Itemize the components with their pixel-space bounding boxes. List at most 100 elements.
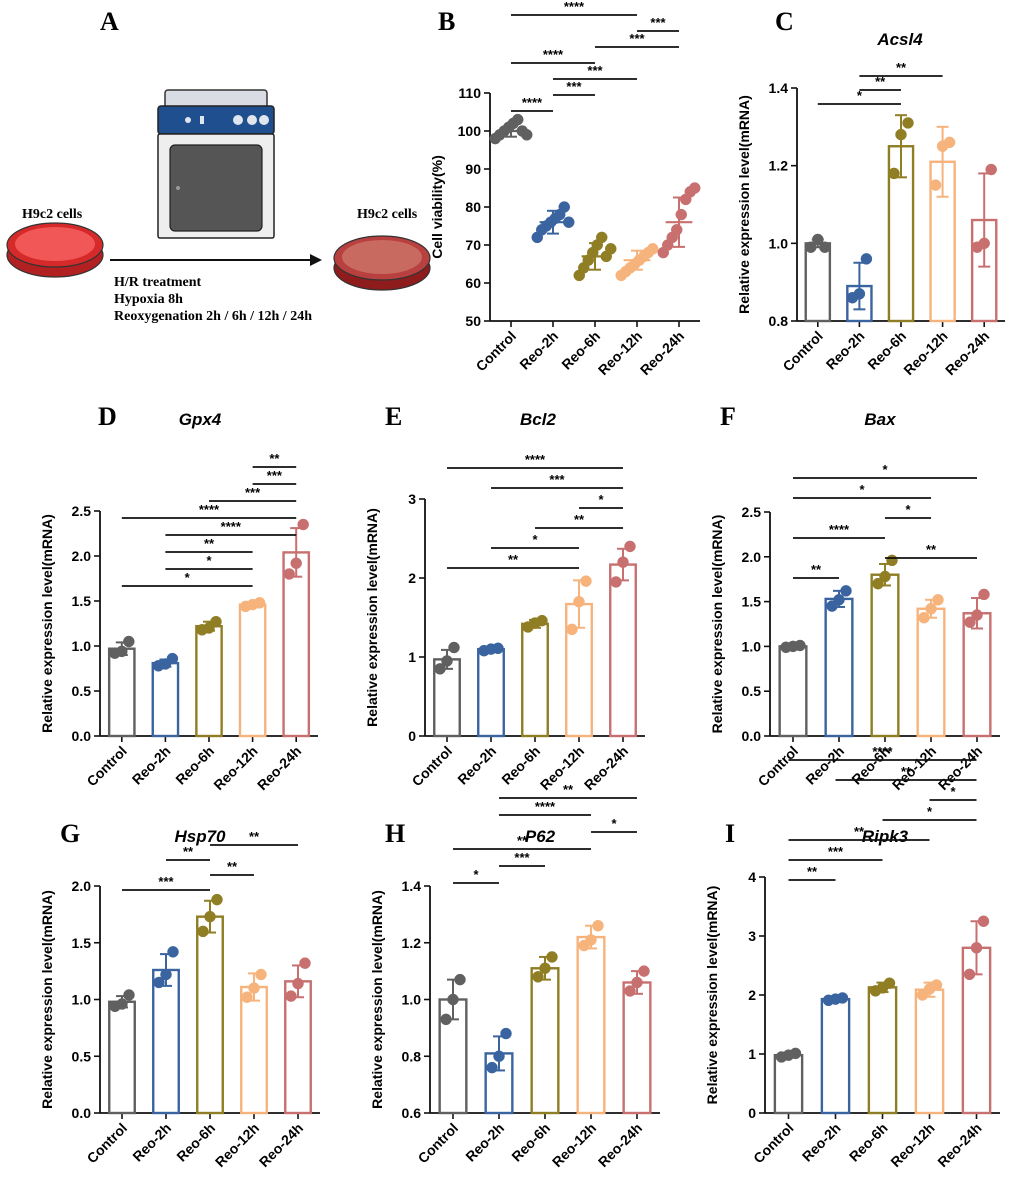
- data-point: [689, 182, 701, 194]
- bar: [824, 597, 854, 738]
- y-tick-label: 2.5: [72, 503, 92, 519]
- data-point: [585, 934, 597, 946]
- chart-title: Gpx4: [179, 410, 222, 429]
- significance-label: ***: [650, 15, 666, 30]
- data-point: [631, 976, 643, 989]
- chart-title: Bcl2: [520, 410, 556, 429]
- x-tick-label: Reo-12h: [887, 1120, 937, 1170]
- y-tick-label: 100: [458, 123, 482, 139]
- panel-c: C Acsl4 0.8 1.0 1.2 1.4 Relative expression le…: [736, 7, 1005, 378]
- significance-label: ***: [587, 63, 603, 78]
- data-point: [971, 609, 983, 621]
- x-tick-label: Control: [779, 328, 826, 375]
- bar: [195, 625, 223, 738]
- y-axis-label: Cell viability(%): [429, 155, 445, 258]
- significance-label: **: [183, 844, 194, 859]
- significance-label: ***: [629, 31, 645, 46]
- data-point: [116, 998, 128, 1010]
- significance-label: *: [185, 570, 191, 585]
- data-point: [197, 925, 209, 938]
- data-point: [879, 570, 891, 583]
- data-point: [116, 645, 128, 658]
- y-tick-label: 0.0: [742, 728, 762, 744]
- y-tick-label: 2.0: [72, 878, 92, 894]
- x-tick-label: Reo-12h: [537, 743, 587, 793]
- significance-label: ****: [543, 47, 564, 62]
- data-point: [558, 201, 570, 213]
- significance-label: ****: [199, 502, 220, 517]
- significance-label: ***: [514, 850, 530, 865]
- data-point: [883, 977, 896, 989]
- data-point: [299, 957, 311, 969]
- x-tick-label: Reo-24h: [637, 328, 687, 378]
- data-point: [290, 557, 302, 569]
- panel-label: D: [98, 402, 117, 431]
- significance-label: **: [901, 764, 912, 779]
- significance-label: *: [927, 804, 933, 819]
- y-tick-label: 2: [748, 987, 756, 1003]
- panel-label: E: [385, 402, 402, 431]
- chart-title: P62: [525, 827, 556, 846]
- x-tick-label: Control: [473, 328, 520, 375]
- bar: [240, 985, 268, 1115]
- dish-right: [333, 235, 431, 291]
- data-point: [647, 243, 659, 255]
- y-tick-label: 0.0: [72, 728, 92, 744]
- data-point: [610, 576, 622, 588]
- data-point: [211, 893, 223, 906]
- significance-label: **: [269, 451, 280, 466]
- bar: [773, 1053, 804, 1115]
- data-point: [925, 603, 937, 615]
- x-tick-label: Reo-2h: [823, 328, 868, 373]
- data-point: [671, 224, 683, 236]
- significance-label: *: [857, 88, 863, 103]
- panel-a-schematic: A H9c2 cells H/R treatment Hypoxia: [6, 7, 431, 324]
- data-point: [580, 575, 592, 587]
- data-point: [812, 233, 824, 246]
- data-point: [283, 568, 295, 580]
- significance-label: **: [896, 60, 907, 75]
- data-point: [964, 616, 976, 628]
- bar: [108, 1000, 136, 1115]
- y-axis-label: Relative expression level(mRNA): [364, 508, 380, 727]
- data-point: [512, 113, 524, 126]
- dish-left: [6, 222, 104, 278]
- bar: [962, 612, 992, 738]
- data-point: [840, 585, 852, 597]
- data-point: [255, 968, 267, 981]
- significance-label: *: [882, 462, 888, 477]
- y-tick-label: 1.0: [402, 992, 422, 1008]
- y-tick-label: 0: [748, 1105, 756, 1121]
- y-tick-label: 0.5: [742, 683, 762, 699]
- significance-label: ****: [564, 0, 585, 14]
- significance-label: ****: [525, 452, 546, 467]
- y-tick-label: 60: [465, 275, 481, 291]
- x-tick-label: Control: [84, 1120, 131, 1167]
- significance-label: **: [249, 829, 260, 844]
- bar: [151, 661, 180, 738]
- data-point: [167, 946, 179, 958]
- data-point: [153, 976, 165, 989]
- x-tick-label: Reo-12h: [889, 743, 939, 793]
- significance-label: ****: [522, 95, 543, 110]
- data-point: [297, 518, 309, 531]
- y-tick-label: 80: [465, 199, 481, 215]
- y-tick-label: 2.5: [742, 504, 762, 520]
- panel-g: G Hsp70 0.0 0.5 1.0 1.5 2.0 Relative expression…: [39, 819, 320, 1170]
- bar: [970, 218, 998, 323]
- x-tick-label: Control: [83, 743, 130, 790]
- y-axis-label: Relative expression level(mRNA): [39, 890, 55, 1109]
- panel-label: I: [725, 819, 735, 848]
- x-tick-label: Reo-24h: [934, 1120, 984, 1170]
- right-cells-caption: H9c2 cells: [357, 207, 418, 222]
- significance-label: **: [574, 512, 585, 527]
- y-tick-label: 2.0: [72, 548, 92, 564]
- data-point: [454, 973, 466, 986]
- panel-b: B 50 60 70 80 90 100 110 Cell viability(%) Contro…: [429, 0, 701, 378]
- data-point: [532, 971, 544, 983]
- x-tick-label: Reo-2h: [462, 1120, 507, 1165]
- data-point: [943, 136, 956, 149]
- data-point: [563, 216, 575, 228]
- y-tick-label: 4: [748, 869, 756, 885]
